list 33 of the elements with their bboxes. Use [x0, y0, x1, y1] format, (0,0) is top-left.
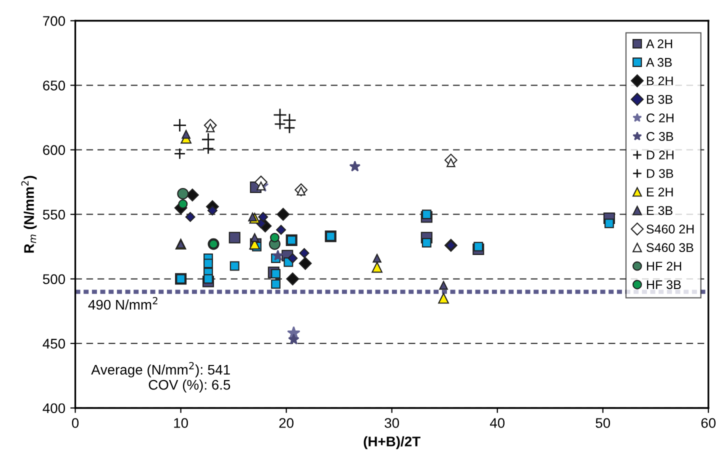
legend-label: HF 3B	[647, 280, 681, 290]
ref-line-label: 490 N/mm$^{2}$	[88, 296, 158, 310]
x-tick-label: 0	[72, 418, 79, 428]
legend-label: HF 2H	[647, 262, 682, 270]
legend-label: B 2H	[647, 76, 673, 86]
legend-label: C 2H	[646, 113, 674, 122]
y-tick-label: 500	[42, 274, 66, 284]
x-tick-label: 40	[490, 418, 505, 428]
y-tick-label: 600	[43, 145, 66, 155]
y-tick-label: 550	[42, 210, 66, 220]
x-tick-label: 30	[384, 418, 400, 428]
legend-label: D 2H	[647, 150, 674, 160]
y-tick-label: 700	[43, 16, 66, 26]
y-tick-label: 450	[42, 338, 66, 349]
legend-label: S460 3B	[646, 243, 694, 252]
x-tick-label: 10	[174, 418, 188, 428]
x-axis-title: (H+B)/2T	[364, 436, 420, 450]
annotation: Average (N/mm$^{2}$): 541	[91, 362, 230, 378]
x-tick-label: 50	[596, 418, 610, 428]
legend-label: A 2H	[646, 39, 672, 48]
y-tick-label: 650	[43, 80, 66, 90]
x-tick-label: 20	[279, 418, 294, 428]
y-tick-label: 400	[42, 403, 66, 414]
legend-label: B 3B	[647, 94, 672, 104]
y-axis-title: R$_{m}$ (N/mm$^{2}$)	[21, 176, 37, 253]
annotation: COV (%): 6.5	[148, 380, 230, 392]
legend-label: C 3B	[646, 132, 674, 141]
legend-label: E 3B	[647, 206, 672, 215]
legend-label: S460 2H	[646, 224, 694, 234]
legend-label: E 2H	[647, 188, 673, 196]
x-tick-label: 60	[701, 418, 716, 428]
legend-label: A 3B	[646, 58, 672, 67]
legend-label: D 3B	[647, 169, 674, 178]
